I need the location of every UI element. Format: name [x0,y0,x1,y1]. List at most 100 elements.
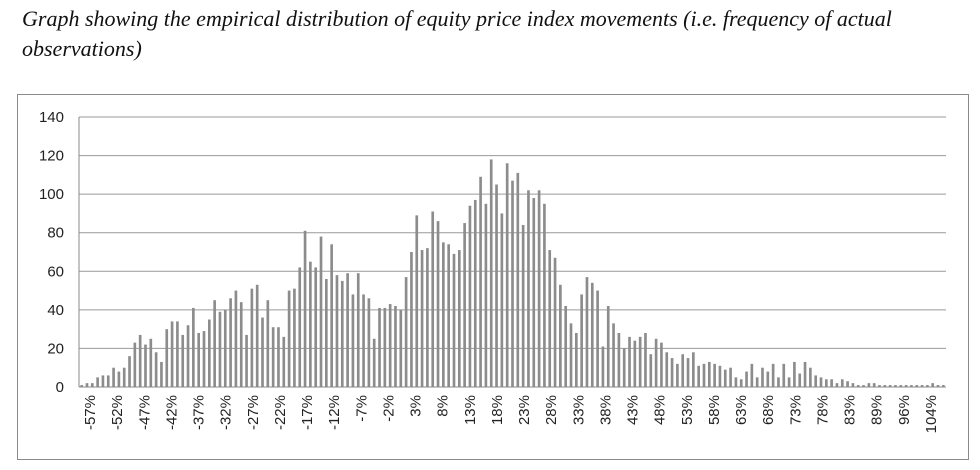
histogram-bar [803,361,807,387]
x-tick-label: 18% [489,395,506,425]
chart-caption: Graph showing the empirical distribution… [22,6,892,61]
histogram-bar [500,213,504,387]
histogram-bar [819,377,823,387]
histogram-bar [420,250,424,387]
histogram-bar [197,333,201,387]
y-tick-label: 20 [47,340,64,357]
x-tick-label: -17% [299,395,316,430]
histogram-bar [915,385,919,387]
histogram-bar [612,323,615,387]
x-tick-label: 43% [625,395,642,425]
histogram-bar [340,280,344,387]
histogram-bar [383,307,387,387]
histogram-bar [676,363,679,387]
histogram-bar [271,327,275,387]
histogram-bar [622,348,626,387]
y-tick-label: 100 [39,186,64,203]
x-tick-label: -57% [82,395,99,430]
histogram-bar [442,242,445,387]
histogram-bar [910,385,913,387]
histogram-bar [293,288,296,387]
histogram-bar [633,340,637,387]
x-tick-label: 58% [706,395,723,425]
histogram-bar [489,159,493,387]
histogram-bar [314,267,318,387]
histogram-bar [234,290,238,387]
histogram-bar [128,356,131,387]
histogram-bar [96,377,99,387]
histogram-bar [702,363,706,387]
histogram-bar [771,363,775,387]
histogram-bar [824,379,828,387]
x-tick-label: 53% [679,395,696,425]
histogram-bar [229,298,232,387]
histogram-bar [846,381,849,387]
histogram-bar [319,236,323,387]
x-tick-label: 23% [516,395,533,425]
histogram-bar [527,190,530,387]
y-tick-label: 140 [39,109,64,126]
histogram-bar [186,325,190,387]
x-tick-label: 48% [652,395,669,425]
histogram-bar [415,215,419,387]
histogram-bar [90,383,94,387]
x-tick-label: 13% [462,395,479,425]
histogram-bar [649,354,653,387]
histogram-bar [367,298,371,387]
histogram-bar [777,377,780,387]
histogram-bar [883,385,887,387]
chart-frame [17,94,969,460]
histogram-bar [266,300,270,387]
histogram-bar [697,365,700,387]
histogram-bar [569,323,573,387]
y-tick-label: 0 [56,379,64,396]
histogram-bar [564,306,568,387]
histogram-bar [761,367,764,387]
histogram-bar [165,329,169,387]
histogram-bar [537,190,541,387]
histogram-bar [559,284,562,387]
histogram-bar [505,163,509,387]
histogram-bar [638,336,642,387]
histogram-bar [532,198,536,387]
x-tick-label: 68% [760,395,777,425]
histogram-bar [463,223,466,387]
histogram-bar [723,369,727,387]
histogram-bar [867,383,871,387]
x-tick-label: -37% [191,395,208,430]
histogram-bar [170,321,174,387]
histogram-bar [851,383,855,387]
histogram-bar [899,385,903,387]
histogram-bar [457,250,461,387]
histogram-bar [106,375,110,387]
x-tick-label: 104% [923,395,940,433]
histogram-bar [590,282,594,387]
histogram-bar [207,319,211,387]
histogram-bar [931,383,935,387]
histogram-bar [580,294,583,387]
histogram-bar [585,277,589,387]
histogram-bar [192,307,195,387]
histogram-bar [468,205,472,387]
histogram-bar [782,363,786,387]
x-tick-label: 8% [435,395,452,417]
y-tick-label: 60 [47,263,64,280]
histogram-bar [888,385,892,387]
histogram-bar [303,230,307,387]
histogram-bar [596,290,599,387]
histogram-bar [729,367,732,387]
histogram-bar [793,361,796,387]
histogram-bar [713,363,716,387]
y-tick-label: 80 [47,225,64,242]
histogram-bar [750,363,754,387]
histogram-bar [654,338,658,387]
histogram-bar [856,385,860,387]
histogram-bar [473,199,477,387]
histogram-bar [904,385,908,387]
histogram-bar [809,367,812,387]
histogram-bar [346,273,349,387]
histogram-bar [356,273,360,387]
histogram-bar [734,377,738,387]
histogram-bar [223,309,227,387]
histogram-bar [218,311,222,387]
